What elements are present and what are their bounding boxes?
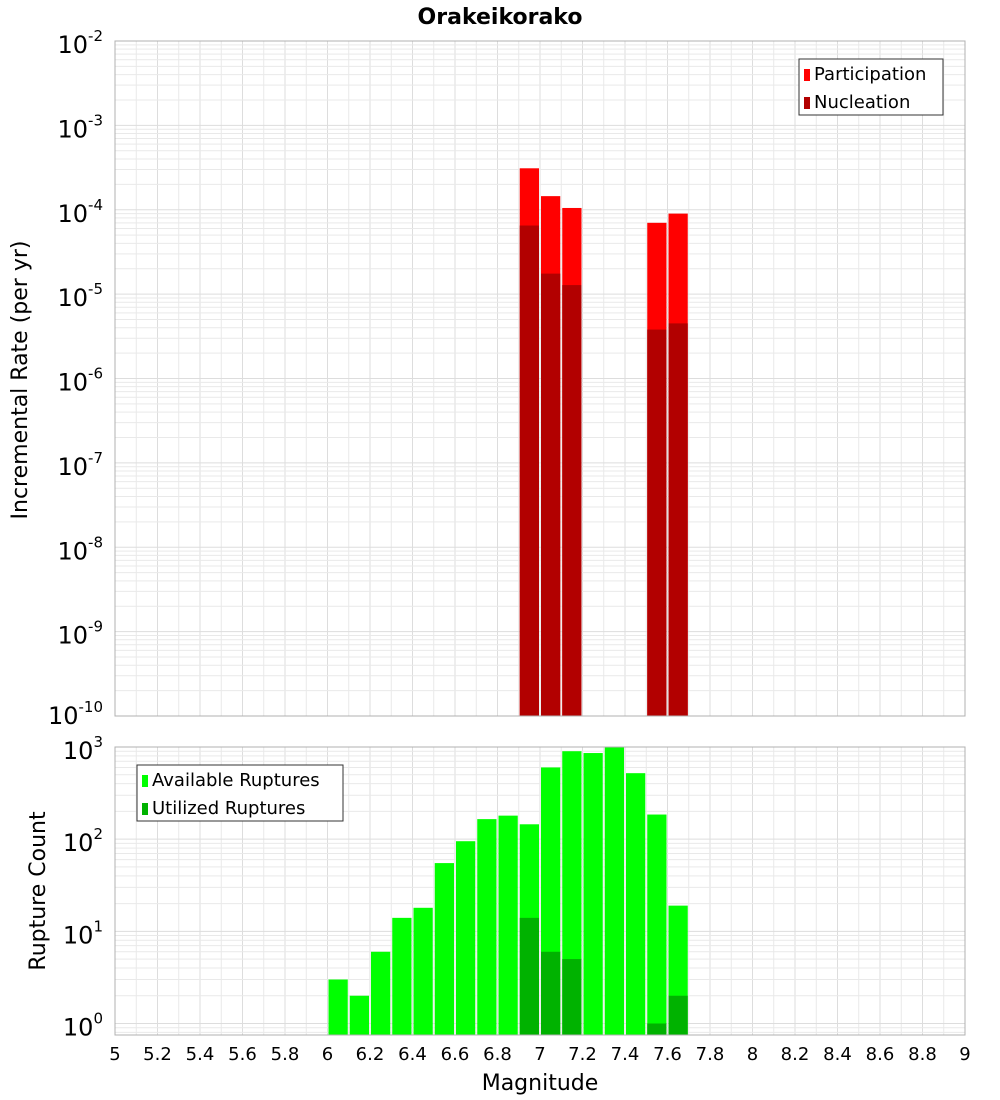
count-utilized-ruptures-bar — [541, 951, 561, 1035]
y-tick-label: 10-3 — [57, 111, 103, 143]
rate-nucleation-bar — [647, 329, 667, 716]
rate-nucleation-bar — [562, 285, 582, 716]
y-tick-label: 10-9 — [57, 618, 103, 650]
count-utilized-ruptures-bar — [668, 995, 688, 1035]
count-available-ruptures-bar — [392, 917, 412, 1035]
x-tick-label: 6.4 — [398, 1044, 427, 1065]
x-tick-label: 6 — [322, 1044, 333, 1065]
x-tick-label: 7.2 — [568, 1044, 597, 1065]
x-tick-label: 7.6 — [653, 1044, 682, 1065]
magnitude-axis-label: Magnitude — [482, 1071, 599, 1096]
x-tick-label: 5.4 — [186, 1044, 215, 1065]
rate-nucleation-bar — [541, 273, 561, 716]
legend-swatch — [804, 69, 810, 81]
x-tick-label: 6.8 — [483, 1044, 512, 1065]
y-tick-label: 10-8 — [57, 533, 103, 565]
rupture-count-panel: 100 101 102 103 5 5.2 5.4 5.6 5.8 6 6.2 6.4 6.6 6.8 7 7… — [63, 733, 971, 1065]
count-available-ruptures-bar — [434, 863, 454, 1035]
x-tick-label: 8 — [747, 1044, 758, 1065]
count-available-ruptures-bar — [604, 747, 624, 1035]
count-available-ruptures-bar — [328, 979, 348, 1035]
x-tick-label: 5.2 — [143, 1044, 172, 1065]
x-tick-label: 6.2 — [356, 1044, 385, 1065]
y-tick-label: 10-10 — [48, 698, 103, 730]
count-utilized-ruptures-bar — [562, 959, 582, 1035]
y-tick-label: 10-5 — [57, 280, 103, 312]
x-tick-label: 8.6 — [866, 1044, 895, 1065]
count-available-ruptures-bar — [477, 819, 497, 1035]
y-tick-label: 10-4 — [57, 196, 103, 228]
y-tick-label: 10-2 — [57, 27, 103, 59]
x-tick-label: 6.6 — [441, 1044, 470, 1065]
plot-frame — [114, 40, 966, 717]
count-available-ruptures-bar — [498, 815, 518, 1035]
x-tick-label: 8.8 — [908, 1044, 937, 1065]
count-available-ruptures-bar — [626, 773, 646, 1035]
rate-nucleation-bar — [519, 225, 539, 716]
y-tick-label: 10-6 — [57, 365, 103, 397]
legend-swatch — [142, 803, 148, 815]
x-tick-label: 8.2 — [781, 1044, 810, 1065]
count-utilized-ruptures-bar — [519, 917, 539, 1035]
y-tick-label: 10-7 — [57, 449, 103, 481]
x-tick-label: 8.4 — [823, 1044, 852, 1065]
count-available-ruptures-bar — [349, 995, 369, 1035]
count-available-ruptures-bar — [371, 951, 391, 1035]
x-tick-label: 7.4 — [611, 1044, 640, 1065]
y-tick-label: 103 — [63, 733, 103, 765]
plot-frame — [114, 746, 966, 1036]
count-utilized-ruptures-bar — [647, 1023, 667, 1035]
x-tick-label: 7 — [534, 1044, 545, 1065]
x-tick-label: 5 — [109, 1044, 120, 1065]
legend-box — [798, 58, 944, 116]
incremental-rate-panel: 10-10 10-9 10-8 10-7 10-6 10-5 10-4 10-3 10-2 Par… — [48, 27, 966, 730]
count-available-ruptures-bar — [647, 814, 667, 1035]
chart-title: Orakeikorako — [418, 5, 583, 30]
y-tick-label: 102 — [63, 825, 103, 857]
legend-swatch — [804, 97, 810, 109]
x-tick-label: 5.6 — [228, 1044, 257, 1065]
rupture-count-axis-label: Rupture Count — [26, 811, 51, 971]
y-tick-label: 101 — [63, 917, 103, 949]
rate-nucleation-bar — [668, 323, 688, 716]
count-available-ruptures-bar — [583, 753, 603, 1035]
x-tick-label: 7.8 — [696, 1044, 725, 1065]
x-tick-label: 9 — [959, 1044, 970, 1065]
x-tick-label: 5.8 — [271, 1044, 300, 1065]
legend-label: Participation — [814, 64, 926, 85]
incremental-rate-axis-label: Incremental Rate (per yr) — [8, 241, 33, 520]
legend-label: Available Ruptures — [152, 770, 320, 791]
y-tick-label: 100 — [63, 1009, 103, 1041]
count-available-ruptures-bar — [413, 907, 433, 1035]
legend-box — [136, 764, 344, 822]
count-available-ruptures-bar — [456, 841, 476, 1035]
legend-label: Utilized Ruptures — [152, 798, 305, 819]
legend-swatch — [142, 775, 148, 787]
legend-label: Nucleation — [814, 92, 910, 113]
